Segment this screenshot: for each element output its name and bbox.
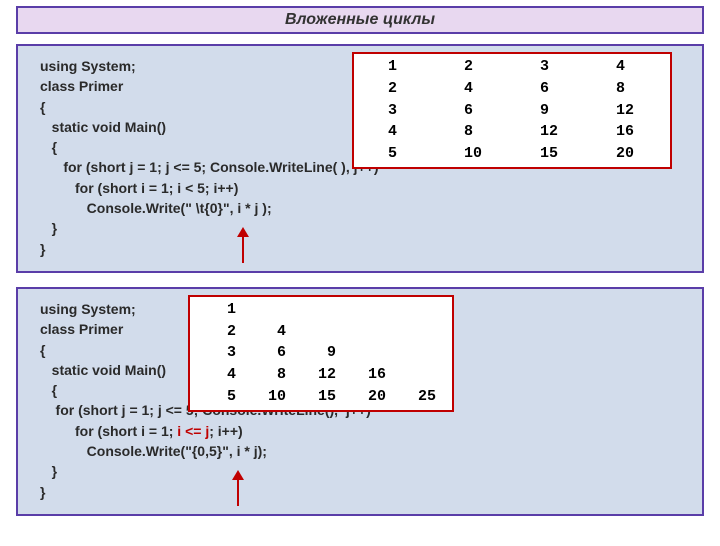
- output-cell: 4: [588, 56, 664, 78]
- output-cell: 3: [196, 342, 246, 364]
- arrow-up-1: [236, 227, 250, 263]
- output-row: 36912: [360, 100, 664, 122]
- output-cell: 15: [512, 143, 588, 165]
- output-row: 481216: [360, 121, 664, 143]
- output-cell: [346, 321, 396, 343]
- output-box-2: 124369481216510152025: [188, 295, 454, 412]
- output-row: 1234: [360, 56, 664, 78]
- output-cell: 4: [246, 321, 296, 343]
- output-cell: 2: [436, 56, 512, 78]
- output-cell: 4: [196, 364, 246, 386]
- output-cell: 4: [436, 78, 512, 100]
- code-line: }: [40, 239, 688, 259]
- output-cell: 15: [296, 386, 346, 408]
- code-line: Console.Write("{0,5}", i * j);: [40, 441, 688, 461]
- output-row: 1: [196, 299, 446, 321]
- arrow-up-2: [231, 470, 245, 506]
- output-cell: 6: [436, 100, 512, 122]
- output-cell: 16: [346, 364, 396, 386]
- code-line: }: [40, 482, 688, 502]
- code-line: for (short i = 1; i < 5; i++): [40, 178, 688, 198]
- output-cell: 3: [360, 100, 436, 122]
- code-block-1: 12342468369124812165101520 using System;…: [16, 44, 704, 273]
- output-cell: 10: [246, 386, 296, 408]
- output-row: 2468: [360, 78, 664, 100]
- output-cell: 5: [196, 386, 246, 408]
- output-cell: 12: [512, 121, 588, 143]
- output-cell: 1: [360, 56, 436, 78]
- output-cell: 9: [296, 342, 346, 364]
- output-row: 24: [196, 321, 446, 343]
- output-cell: 25: [396, 386, 446, 408]
- output-cell: 8: [246, 364, 296, 386]
- code-line-highlight: for (short i = 1; i <= j; i++): [40, 421, 688, 441]
- output-cell: [396, 364, 446, 386]
- output-cell: 9: [512, 100, 588, 122]
- output-cell: 6: [246, 342, 296, 364]
- output-cell: 8: [588, 78, 664, 100]
- output-cell: [396, 321, 446, 343]
- output-box-1: 12342468369124812165101520: [352, 52, 672, 169]
- output-cell: 10: [436, 143, 512, 165]
- output-row: 369: [196, 342, 446, 364]
- output-cell: 20: [346, 386, 396, 408]
- output-cell: 3: [512, 56, 588, 78]
- output-row: 481216: [196, 364, 446, 386]
- output-cell: [346, 342, 396, 364]
- output-cell: 6: [512, 78, 588, 100]
- output-cell: 4: [360, 121, 436, 143]
- output-cell: [346, 299, 396, 321]
- code-line: Console.Write(" \t{0}", i * j );: [40, 198, 688, 218]
- output-cell: 2: [360, 78, 436, 100]
- code-block-2: 124369481216510152025 using System;class…: [16, 287, 704, 516]
- output-cell: [396, 342, 446, 364]
- output-row: 5101520: [360, 143, 664, 165]
- output-cell: 5: [360, 143, 436, 165]
- output-cell: [246, 299, 296, 321]
- output-cell: 8: [436, 121, 512, 143]
- output-cell: 12: [296, 364, 346, 386]
- output-cell: 16: [588, 121, 664, 143]
- code-line: }: [40, 218, 688, 238]
- output-cell: 2: [196, 321, 246, 343]
- output-cell: 1: [196, 299, 246, 321]
- code-line: }: [40, 461, 688, 481]
- output-cell: 20: [588, 143, 664, 165]
- output-cell: 12: [588, 100, 664, 122]
- output-cell: [396, 299, 446, 321]
- output-row: 510152025: [196, 386, 446, 408]
- output-cell: [296, 321, 346, 343]
- page-title: Вложенные циклы: [16, 6, 704, 34]
- output-cell: [296, 299, 346, 321]
